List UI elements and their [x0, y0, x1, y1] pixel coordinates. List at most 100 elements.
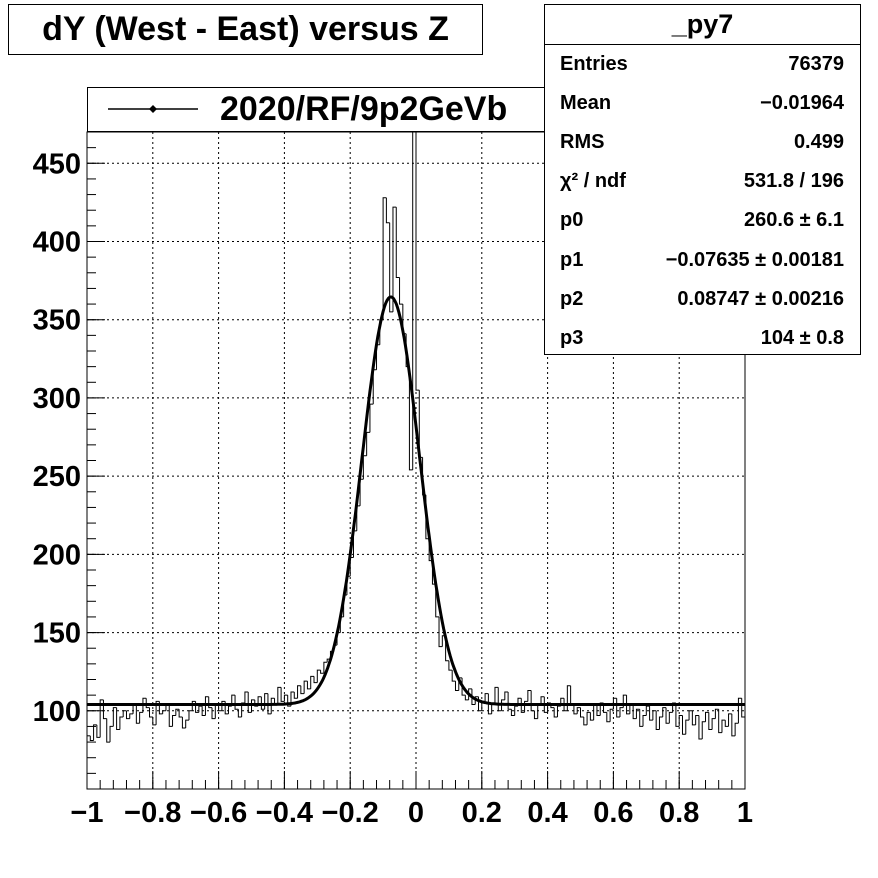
x-tick-label: 1 [737, 797, 753, 829]
stats-value: −0.01964 [760, 91, 844, 114]
histogram-bin [639, 709, 644, 727]
histogram-bin [435, 584, 440, 618]
x-tick-label: −1 [70, 797, 103, 829]
histogram-bin [290, 691, 295, 707]
histogram-bin [497, 687, 502, 712]
histogram-bin [211, 707, 216, 720]
histogram-bin [162, 710, 166, 714]
histogram-bin [484, 693, 489, 702]
histogram-bin [665, 707, 670, 724]
histogram-bin [247, 692, 252, 713]
stats-label: p3 [560, 326, 584, 349]
histogram-bin [149, 707, 153, 718]
y-tick-label: 400 [33, 227, 81, 259]
histogram-bin [395, 207, 400, 278]
histogram-bin [385, 197, 390, 224]
stats-value: 531.8 / 196 [743, 170, 844, 193]
stats-row: Entries 76379 [560, 50, 844, 78]
axis-ticks [86, 131, 746, 789]
histogram-bin [109, 725, 114, 743]
y-tick-label: 200 [33, 539, 81, 571]
fit-curve [87, 295, 745, 706]
histogram-bin [310, 675, 315, 689]
stats-row: χ² / ndf 531.8 / 196 [560, 168, 844, 196]
x-tick-label: −0.8 [124, 797, 181, 829]
histogram-bin [313, 676, 318, 684]
histogram-bin [520, 698, 525, 713]
histogram-bin [573, 704, 578, 715]
histogram-bin [204, 696, 209, 716]
histogram-bin [685, 719, 690, 735]
histogram-bin [448, 660, 453, 671]
legend-label: 2020/RF/9p2GeVb [220, 90, 508, 128]
y-axis-labels: 100 150 200 250 300 350 400 450 [33, 148, 81, 728]
histogram-bin [698, 715, 703, 740]
histogram-bin [178, 709, 183, 718]
histogram-bin [537, 704, 542, 719]
stats-row: p1 −0.07635 ± 0.00181 [560, 246, 844, 274]
histogram-bin [96, 724, 101, 738]
histogram-bin [451, 670, 456, 682]
histogram-bin [270, 697, 275, 714]
legend: 2020/RF/9p2GeVb [87, 87, 615, 132]
stats-label: RMS [560, 130, 605, 153]
histogram-bin [257, 696, 262, 707]
stats-value: 104 ± 0.8 [760, 326, 844, 349]
histogram-bin [464, 695, 469, 701]
histogram-bin [241, 702, 245, 718]
y-tick-label: 100 [33, 696, 81, 728]
stats-box: _py7 Entries 76379 Mean −0.01964 RMS 0.499 χ² … [544, 4, 861, 355]
histogram-bin [366, 431, 370, 456]
histogram-bin [106, 718, 111, 743]
histogram-bin [474, 696, 479, 705]
histogram-bin [675, 702, 680, 727]
histogram-bin [658, 716, 663, 730]
stats-label: Entries [560, 52, 628, 75]
histogram-bin [155, 700, 160, 725]
histogram-bin [547, 702, 551, 713]
histogram-bin [504, 691, 509, 700]
x-tick-label: 0.8 [659, 797, 699, 829]
stats-row: p3 104 ± 0.8 [560, 324, 844, 352]
histogram-bin [681, 715, 686, 735]
histogram-bin [596, 704, 601, 716]
histogram-bin [645, 705, 650, 716]
histogram-bin [399, 277, 403, 305]
histogram-bin [198, 705, 203, 713]
histogram-bin [705, 711, 709, 722]
histogram-bin [208, 696, 213, 709]
histogram-bin [514, 705, 518, 716]
histogram-bin [412, 131, 416, 470]
histogram-bin [691, 710, 696, 726]
legend-marker-icon [108, 105, 198, 113]
stats-row: RMS 0.499 [560, 128, 844, 156]
histogram-bin [267, 693, 272, 715]
y-tick-label: 250 [33, 461, 81, 493]
histogram-bin [231, 694, 236, 707]
histogram-bin [507, 692, 512, 710]
histogram-bin [626, 695, 630, 715]
histogram-bin [589, 712, 594, 721]
y-tick-label: 450 [33, 148, 81, 180]
histogram-bin [543, 696, 548, 713]
histogram-bin [119, 716, 124, 730]
histogram-bin [471, 688, 476, 706]
stats-value: 260.6 ± 6.1 [744, 209, 844, 232]
histogram-bin [168, 704, 173, 727]
histogram-bin [237, 709, 242, 718]
histogram-bin [392, 206, 397, 312]
histogram-bin [316, 669, 321, 683]
stats-value: 76379 [788, 52, 844, 75]
histogram-bin [362, 455, 367, 480]
x-tick-label: 0 [408, 797, 424, 829]
histogram-bin [527, 689, 532, 702]
y-tick-label: 300 [33, 383, 81, 415]
fit-line [87, 295, 745, 706]
stats-label: p0 [560, 209, 584, 232]
x-tick-label: 0.4 [527, 797, 567, 829]
histogram-bin [251, 699, 255, 713]
histogram-bin [652, 710, 657, 721]
histogram-bin [125, 710, 130, 720]
histogram-bin [323, 661, 328, 674]
stats-row: p0 260.6 ± 6.1 [560, 207, 844, 235]
